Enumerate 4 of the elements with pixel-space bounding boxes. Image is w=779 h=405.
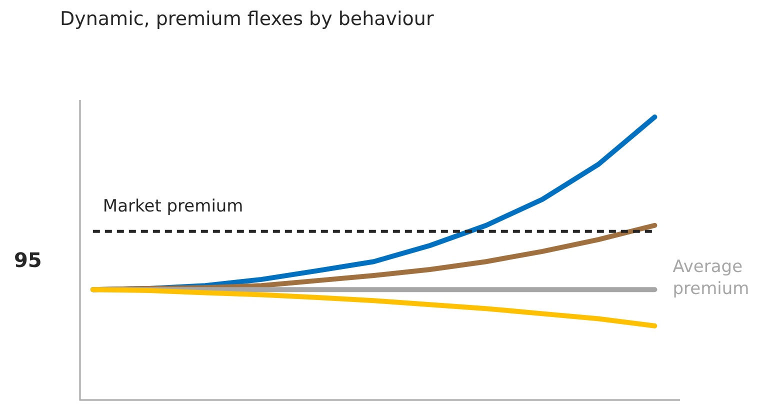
chart-title: Dynamic, premium flexes by behaviour <box>60 8 434 30</box>
ref-line-label: Market premium <box>102 196 244 216</box>
series-label: Average premium <box>672 257 750 300</box>
text: 95 <box>14 248 42 272</box>
